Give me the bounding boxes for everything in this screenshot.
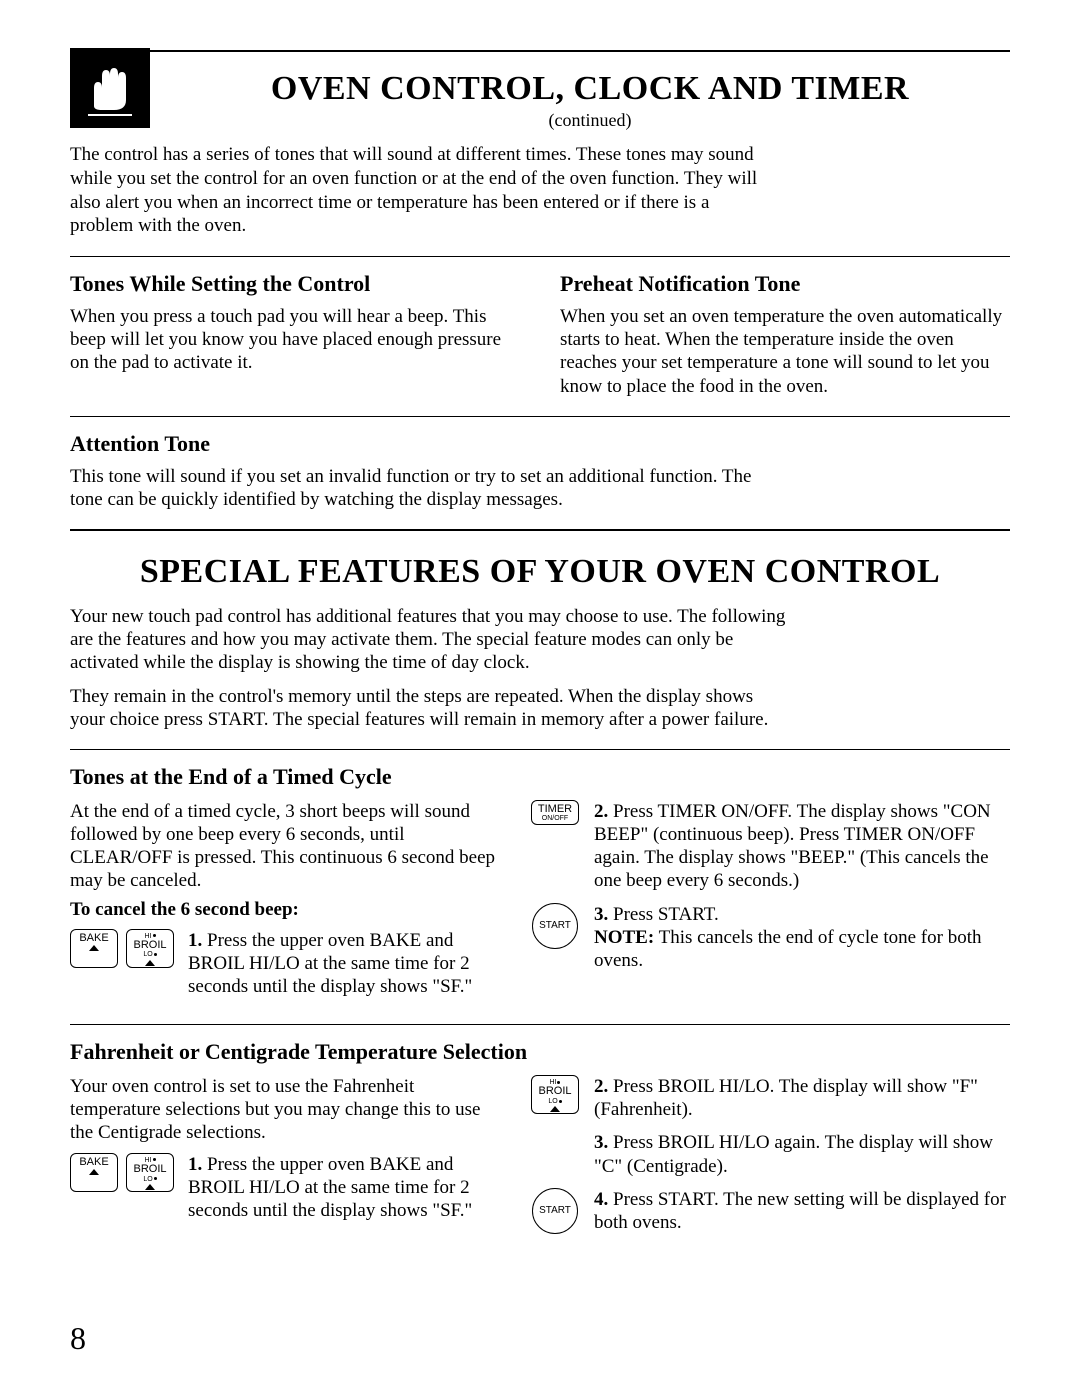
tones-end-right: TIMER ON/OFF 2. Press TIMER ON/OFF. The … (530, 800, 1010, 1008)
timer-label: TIMER (538, 803, 572, 815)
temp-step4: 4. Press START. The new setting will be … (594, 1188, 1010, 1234)
bake-button[interactable]: BAKE (70, 1153, 118, 1192)
bake-broil-buttons: BAKE HI BROIL LO (70, 929, 174, 968)
preheat-body: When you set an oven temperature the ove… (560, 305, 1010, 398)
up-arrow-icon (89, 945, 99, 951)
rule-3 (70, 529, 1010, 531)
tones-end-head: Tones at the End of a Timed Cycle (70, 764, 1010, 790)
bake-button[interactable]: BAKE (70, 929, 118, 968)
intro-paragraph: The control has a series of tones that w… (70, 143, 770, 238)
temp-select-section: Fahrenheit or Centigrade Temperature Sel… (70, 1039, 1010, 1244)
continued-label: (continued) (170, 110, 1010, 131)
tones-end-step1: 1. Press the upper oven BAKE and BROIL H… (188, 929, 500, 999)
tones-end-step1-row: BAKE HI BROIL LO 1. Press the upper oven… (70, 929, 500, 999)
temp-select-right: HI BROIL LO 2. Press BROIL HI/LO. The di… (530, 1075, 1010, 1244)
tones-end-step3: 3. Press START. NOTE: This cancels the e… (594, 903, 1010, 973)
page-number: 8 (70, 1320, 86, 1357)
bake-broil-buttons-2: BAKE HI BROIL LO (70, 1153, 174, 1192)
tones-setting-head: Tones While Setting the Control (70, 271, 520, 297)
up-arrow-icon (550, 1106, 560, 1112)
page-title: OVEN CONTROL, CLOCK AND TIMER (170, 70, 1010, 108)
temp-select-left: Your oven control is set to use the Fahr… (70, 1075, 500, 1244)
title-wrap: OVEN CONTROL, CLOCK AND TIMER (continued… (170, 52, 1010, 131)
special-features-title: SPECIAL FEATURES OF YOUR OVEN CONTROL (70, 553, 1010, 591)
lo-label: LO (143, 951, 152, 958)
special-intro-1: Your new touch pad control has additiona… (70, 605, 790, 675)
broil-button[interactable]: HI BROIL LO (126, 1153, 174, 1192)
tones-end-body: At the end of a timed cycle, 3 short bee… (70, 800, 500, 893)
timer-button[interactable]: TIMER ON/OFF (531, 800, 579, 825)
broil-button[interactable]: HI BROIL LO (126, 929, 174, 968)
up-arrow-icon (145, 1184, 155, 1190)
rule-5 (70, 1024, 1010, 1025)
attention-body: This tone will sound if you set an inval… (70, 465, 770, 511)
special-intro-2: They remain in the control's memory unti… (70, 685, 790, 731)
tones-end-section: Tones at the End of a Timed Cycle At the… (70, 764, 1010, 1008)
rule-1 (70, 256, 1010, 257)
tones-setting-body: When you press a touch pad you will hear… (70, 305, 520, 375)
bake-label: BAKE (79, 1156, 108, 1168)
temp-select-body: Your oven control is set to use the Fahr… (70, 1075, 500, 1145)
start-button[interactable]: START (532, 1188, 578, 1234)
bake-label: BAKE (79, 932, 108, 944)
rule-4 (70, 749, 1010, 750)
start-button[interactable]: START (532, 903, 578, 949)
onoff-label: ON/OFF (538, 815, 572, 822)
temp-step2: 2. Press BROIL HI/LO. The display will s… (594, 1075, 1010, 1121)
up-arrow-icon (145, 960, 155, 966)
broil-label: BROIL (133, 939, 166, 951)
preheat-col: Preheat Notification Tone When you set a… (560, 271, 1010, 398)
attention-block: Attention Tone This tone will sound if y… (70, 431, 1010, 511)
tones-end-step2: 2. Press TIMER ON/OFF. The display shows… (594, 800, 1010, 893)
attention-head: Attention Tone (70, 431, 1010, 457)
temp-select-head: Fahrenheit or Centigrade Temperature Sel… (70, 1039, 1010, 1065)
tones-end-left: At the end of a timed cycle, 3 short bee… (70, 800, 500, 1008)
hand-icon (70, 48, 150, 128)
preheat-head: Preheat Notification Tone (560, 271, 1010, 297)
temp-step3: 3. Press BROIL HI/LO again. The display … (594, 1131, 1010, 1177)
start-label: START (539, 920, 571, 931)
tones-row: Tones While Setting the Control When you… (70, 271, 1010, 398)
broil-button[interactable]: HI BROIL LO (531, 1075, 578, 1114)
up-arrow-icon (89, 1169, 99, 1175)
header-block: OVEN CONTROL, CLOCK AND TIMER (continued… (70, 52, 1010, 131)
tones-setting-col: Tones While Setting the Control When you… (70, 271, 520, 398)
rule-2 (70, 416, 1010, 417)
temp-step1: 1. Press the upper oven BAKE and BROIL H… (188, 1153, 500, 1223)
cancel-beep-label: To cancel the 6 second beep: (70, 899, 500, 921)
temp-step1-row: BAKE HI BROIL LO 1. Press the upper oven… (70, 1153, 500, 1223)
